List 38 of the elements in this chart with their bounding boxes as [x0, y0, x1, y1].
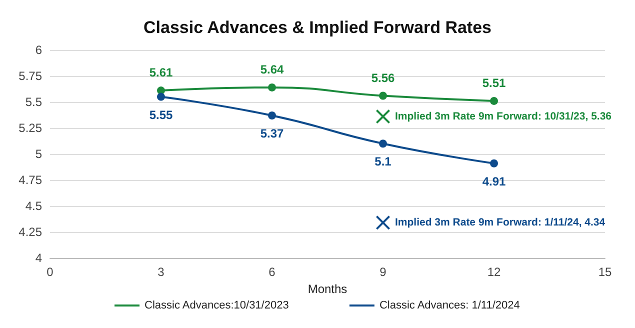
data-label: 5.51 [482, 76, 506, 90]
legend-label: Classic Advances: 1/11/2024 [379, 300, 520, 312]
point [490, 159, 498, 168]
chart-title: Classic Advances & Implied Forward Rates [144, 18, 492, 37]
x-tick-label: 6 [268, 265, 276, 279]
y-tick-label: 5.5 [25, 95, 42, 109]
data-label: 4.91 [482, 174, 506, 188]
data-label: 5.61 [149, 66, 173, 80]
point [157, 92, 165, 101]
point [268, 83, 276, 92]
y-tick-label: 4.75 [18, 173, 42, 187]
point [268, 112, 276, 120]
x-tick-label: 9 [380, 265, 387, 279]
y-tick-label: 4 [35, 251, 42, 265]
legend-label: Classic Advances:10/31/2023 [144, 300, 289, 312]
x-tick-label: 15 [598, 265, 612, 279]
point [490, 96, 498, 105]
point [379, 92, 387, 100]
x-tick-label: 12 [487, 265, 501, 279]
y-tick-label: 5.25 [18, 121, 42, 135]
data-label: 5.1 [374, 154, 392, 169]
data-label: 5.37 [260, 126, 284, 141]
data-label: 5.56 [371, 70, 395, 85]
x-tick-label: 3 [158, 265, 165, 279]
y-tick-label: 4.5 [25, 199, 42, 213]
y-tick-label: 5.75 [18, 69, 42, 83]
data-label: 5.55 [149, 108, 173, 122]
x-tick-label: 0 [46, 265, 54, 279]
data-label: 5.64 [260, 62, 284, 76]
y-tick-label: 5 [35, 147, 42, 161]
point [376, 110, 390, 124]
y-tick-label: 6 [35, 43, 42, 57]
x-axis-title: Months [308, 282, 348, 296]
point [376, 216, 390, 230]
annotation: Implied 3m Rate 9m Forward: 1/11/24, 4.34 [395, 216, 606, 229]
annotation: Implied 3m Rate 9m Forward: 10/31/23, 5.36 [395, 110, 612, 123]
point [379, 140, 387, 148]
y-tick-label: 4.25 [18, 225, 42, 239]
